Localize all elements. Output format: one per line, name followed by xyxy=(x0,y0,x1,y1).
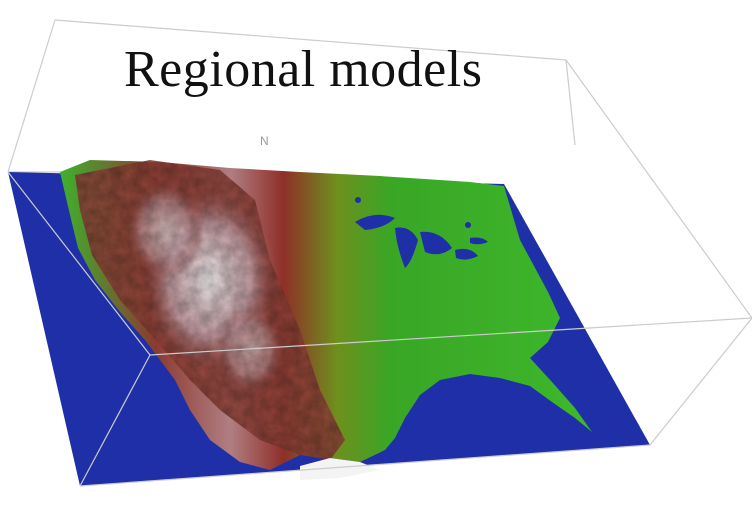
north-arrow-label: N xyxy=(260,134,269,148)
wireframe-box-back xyxy=(7,19,752,319)
figure-title: Regional models xyxy=(124,41,483,98)
base-edge-notch xyxy=(300,458,380,480)
great-lakes xyxy=(355,197,488,268)
wireframe-box-front xyxy=(7,171,752,487)
